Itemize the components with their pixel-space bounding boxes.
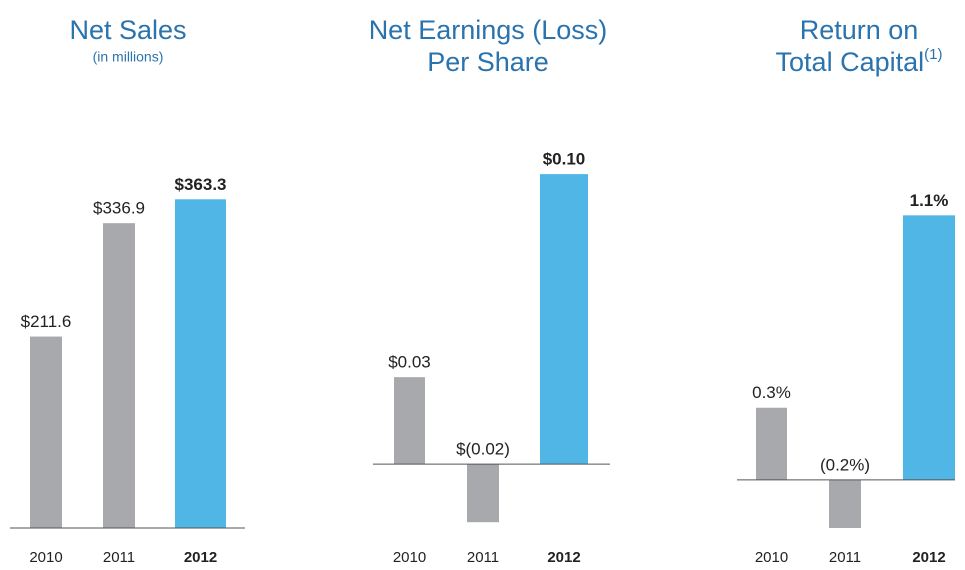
value-label: $(0.02)	[456, 440, 510, 459]
chart-title: Return on	[800, 15, 919, 45]
x-tick-label: 2010	[755, 549, 788, 566]
x-tick-label: 2012	[184, 549, 217, 566]
x-tick-label: 2011	[103, 549, 135, 566]
bar	[175, 199, 226, 529]
x-tick-label: 2012	[547, 549, 580, 566]
bar	[540, 174, 588, 465]
bar	[829, 479, 861, 528]
chart-title: Net Earnings (Loss)	[369, 15, 608, 45]
chart-title: Total Capital(1)	[776, 46, 943, 77]
title-line: Net Sales	[69, 15, 186, 45]
title-line: Per Share	[427, 47, 549, 77]
value-label: $363.3	[175, 175, 227, 194]
value-label: (0.2%)	[820, 455, 870, 474]
title-line: Return on	[800, 15, 919, 45]
value-label: 1.1%	[910, 191, 949, 210]
value-label: 0.3%	[752, 383, 791, 402]
value-label: $336.9	[93, 199, 145, 218]
bar	[30, 336, 62, 528]
bar	[756, 407, 787, 480]
x-tick-label: 2012	[912, 549, 945, 566]
title-line: Net Earnings (Loss)	[369, 15, 608, 45]
title-note: (1)	[924, 46, 942, 63]
value-label: $0.10	[543, 150, 586, 169]
chart-title: Net Sales	[69, 15, 186, 45]
value-label: $211.6	[21, 312, 72, 331]
bar	[903, 215, 955, 480]
x-tick-label: 2010	[29, 549, 62, 566]
bar	[103, 223, 135, 528]
chart-title: Per Share	[427, 47, 549, 77]
title-line: Total Capital	[776, 47, 925, 77]
bar	[467, 464, 499, 523]
bar	[394, 377, 425, 465]
x-tick-label: 2010	[393, 549, 426, 566]
value-label: $0.03	[388, 353, 431, 372]
x-tick-label: 2011	[467, 549, 499, 566]
x-tick-label: 2011	[829, 549, 861, 566]
chart-subtitle: (in millions)	[93, 49, 164, 65]
